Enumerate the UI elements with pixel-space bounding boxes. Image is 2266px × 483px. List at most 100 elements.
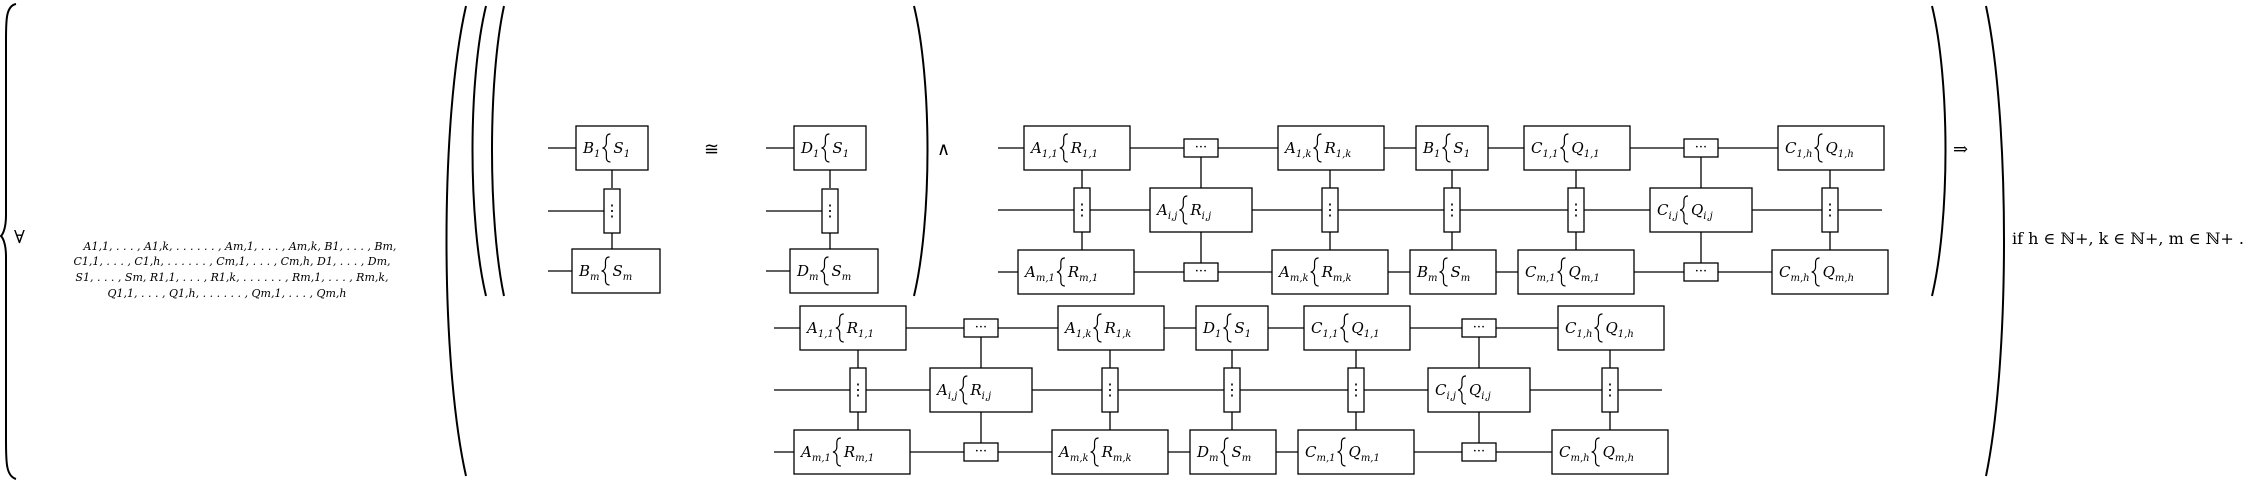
grid-b-top-node-3-label: D1 bbox=[1202, 319, 1221, 340]
grid-b-top-node-2-sublabel: R1,k bbox=[1103, 319, 1131, 340]
grid-a-bottom-dots-2-dots: ··· bbox=[1695, 264, 1707, 279]
grid-a-mid-node-1 bbox=[1149, 187, 1253, 233]
grid-b-top-node-3-sublabel: S1 bbox=[1234, 319, 1251, 340]
lhs-top-node-label: B1 bbox=[582, 139, 600, 160]
grid-b-bottom-node-5-sublabel: Qm,h bbox=[1603, 443, 1634, 464]
grid-a-bottom-dots-2 bbox=[1683, 262, 1719, 282]
grid-a-mid-node-2 bbox=[1649, 187, 1753, 233]
grid-b-top-node-5 bbox=[1557, 305, 1665, 351]
grid-b-mid-vdots-2 bbox=[1101, 367, 1119, 413]
grid-a-top-node-5-sublabel: Q1,h bbox=[1825, 139, 1853, 160]
grid-b-mid-vdots-1-vdots: ⋮ bbox=[850, 380, 866, 399]
grid-b-bottom-node-1-label: Am,1 bbox=[799, 443, 831, 464]
grid-a-bottom-dots-1-dots: ··· bbox=[1195, 264, 1207, 279]
grid-b-bottom-node-2-sublabel: Rm,k bbox=[1101, 443, 1132, 464]
grid-b-bottom-node-4-label: Cm,1 bbox=[1305, 443, 1336, 464]
grid-a-bottom-node-2 bbox=[1271, 249, 1389, 295]
grid-a-bottom-node-1 bbox=[1017, 249, 1135, 295]
grid-b-mid-vdots-1 bbox=[849, 367, 867, 413]
grid-b-bottom-node-1 bbox=[793, 429, 911, 475]
grid-b-top-node-1 bbox=[799, 305, 907, 351]
forall-symbol: ∀ bbox=[14, 227, 25, 248]
iso-symbol: ≅ bbox=[704, 139, 719, 160]
rhs-bottom-node-brace bbox=[820, 256, 829, 286]
grid-b-bottom-node-1-brace bbox=[832, 437, 841, 467]
grid-b-bottom-dots-2-dots: ··· bbox=[1473, 444, 1485, 459]
grid-a-top-node-3-sublabel: S1 bbox=[1453, 139, 1470, 160]
grid-b-mid-node-1 bbox=[929, 367, 1033, 413]
grid-b-bottom-node-3 bbox=[1189, 429, 1277, 475]
grid-a-top-node-5-brace bbox=[1814, 133, 1823, 163]
grid-b-bottom-node-4-sublabel: Qm,1 bbox=[1349, 443, 1380, 464]
grid-a-top-node-1 bbox=[1023, 125, 1131, 171]
grid-b-bottom-node-2 bbox=[1051, 429, 1169, 475]
rhs-top-node-sublabel: S1 bbox=[832, 139, 849, 160]
grid-b-mid-node-2-label: Ci,j bbox=[1435, 381, 1456, 402]
grid-a-mid-vdots-2 bbox=[1321, 187, 1339, 233]
grid-a-top-node-4-label: C1,1 bbox=[1531, 139, 1558, 160]
grid-a-top-node-5-label: C1,h bbox=[1785, 139, 1812, 160]
grid-a-mid-node-1-brace bbox=[1179, 195, 1188, 225]
grid-a-mid-vdots-4-vdots: ⋮ bbox=[1568, 200, 1584, 219]
grid-b-mid-vdots-5-vdots: ⋮ bbox=[1602, 380, 1618, 399]
rhs-bottom-node-label: Dm bbox=[796, 262, 819, 283]
outer-left-brace bbox=[0, 3, 17, 480]
grid-b-bottom-node-5-label: Cm,h bbox=[1559, 443, 1590, 464]
grid-b-top-dots-1-dots: ··· bbox=[975, 320, 987, 335]
grid-a-top-dots-2 bbox=[1683, 138, 1719, 158]
grid-b-bottom-node-3-sublabel: Sm bbox=[1232, 443, 1252, 464]
grid-a-bottom-node-1-sublabel: Rm,1 bbox=[1067, 263, 1098, 284]
grid-b-top-node-1-label: A1,1 bbox=[805, 319, 834, 340]
grid-a-top-node-4-sublabel: Q1,1 bbox=[1571, 139, 1599, 160]
grid-a-bottom-node-5-label: Cm,h bbox=[1779, 263, 1810, 284]
grid-a-bottom-node-3-brace bbox=[1439, 257, 1448, 287]
grid-b-top-node-2-label: A1,k bbox=[1063, 319, 1091, 340]
grid-a-top-dots-1-dots: ··· bbox=[1195, 140, 1207, 155]
grid-b-top-node-4-sublabel: Q1,1 bbox=[1351, 319, 1379, 340]
grid-b-mid-vdots-5 bbox=[1601, 367, 1619, 413]
diagram-layer: B1 S1 ⋮ Bm Sm D1 S1 ⋮ Dm Sm A1,1 R1,1 ··· A1,k R1,k B1 S… bbox=[548, 125, 1889, 475]
grid-a-bottom-node-3 bbox=[1409, 249, 1497, 295]
grid-a-mid-vdots-3-vdots: ⋮ bbox=[1444, 200, 1460, 219]
grid-b-bottom-node-3-brace bbox=[1220, 437, 1229, 467]
grid-a-top-node-4 bbox=[1523, 125, 1631, 171]
grid-a-bottom-node-3-sublabel: Sm bbox=[1451, 263, 1471, 284]
grid-a-mid-vdots-3 bbox=[1443, 187, 1461, 233]
grid-a-top-node-3-label: B1 bbox=[1422, 139, 1440, 160]
lhs-top-node-sublabel: S1 bbox=[613, 139, 630, 160]
grid-a-bottom-node-5 bbox=[1771, 249, 1889, 295]
grid-a-bottom-node-4 bbox=[1517, 249, 1635, 295]
grid-a-top-node-3-brace bbox=[1442, 133, 1451, 163]
grid-a-bottom-node-4-brace bbox=[1557, 257, 1566, 287]
grid-a-top-dots-1 bbox=[1183, 138, 1219, 158]
lhs-bottom-node bbox=[571, 248, 661, 294]
grid-b-bottom-dots-1-dots: ··· bbox=[975, 444, 987, 459]
grid-a-bottom-node-4-sublabel: Qm,1 bbox=[1569, 263, 1600, 284]
grid-b-top-node-3-brace bbox=[1223, 313, 1232, 343]
grid-a-bottom-node-3-label: Bm bbox=[1416, 263, 1438, 284]
grid-a-mid-node-1-label: Ai,j bbox=[1155, 201, 1177, 222]
big-left-paren-2 bbox=[471, 5, 487, 297]
rhs-vdots-vdots: ⋮ bbox=[822, 201, 838, 220]
grid-a-top-node-2-sublabel: R1,k bbox=[1323, 139, 1351, 160]
lhs-bottom-node-label: Bm bbox=[578, 262, 600, 283]
grid-a-mid-node-2-brace bbox=[1679, 195, 1689, 225]
grid-b-mid-vdots-3-vdots: ⋮ bbox=[1224, 380, 1240, 399]
grid-a-mid-vdots-2-vdots: ⋮ bbox=[1322, 200, 1338, 219]
grid-a-bottom-node-1-brace bbox=[1056, 257, 1065, 287]
inner-right-paren bbox=[913, 5, 929, 297]
grid-a-top-node-1-brace bbox=[1059, 133, 1068, 163]
grid-a-mid-node-2-sublabel: Qi,j bbox=[1691, 201, 1713, 222]
grid-a-mid-vdots-1 bbox=[1073, 187, 1091, 233]
right-paren-group bbox=[1931, 5, 1947, 297]
grid-b-top-dots-2-dots: ··· bbox=[1473, 320, 1485, 335]
rhs-bottom-node-sublabel: Sm bbox=[832, 262, 852, 283]
grid-a-bottom-node-2-sublabel: Rm,k bbox=[1321, 263, 1352, 284]
quantifier-line-2: C1,1, . . . , C1,h, . . . . . . , Cm,1, … bbox=[73, 255, 390, 268]
big-left-paren-3 bbox=[491, 5, 505, 297]
grid-b-bottom-dots-2 bbox=[1461, 442, 1497, 462]
grid-a-mid-node-1-sublabel: Ri,j bbox=[1189, 201, 1211, 222]
grid-b-mid-vdots-3 bbox=[1223, 367, 1241, 413]
grid-b-bottom-dots-1 bbox=[963, 442, 999, 462]
grid-b-bottom-node-4-brace bbox=[1337, 437, 1346, 467]
